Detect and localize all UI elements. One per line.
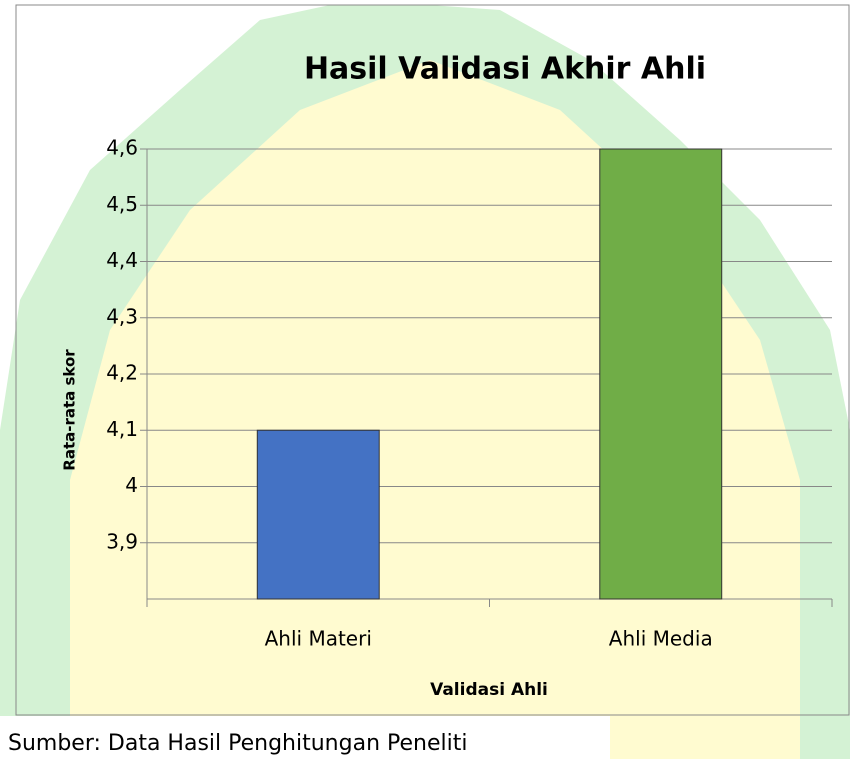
- y-tick-label: 4,6: [106, 136, 138, 160]
- bar: [257, 430, 379, 599]
- x-tick-label: Ahli Materi: [265, 627, 372, 651]
- page: Hasil Validasi Akhir Ahli Rata-rata skor…: [0, 0, 850, 759]
- y-axis-label: Rata-rata skor: [61, 349, 79, 471]
- y-tick-label: 4,3: [106, 304, 138, 328]
- chart-title: Hasil Validasi Akhir Ahli: [304, 52, 706, 87]
- y-tick-label: 4,4: [106, 248, 138, 272]
- y-tick-label: 3,9: [106, 529, 138, 553]
- y-tick-label: 4: [125, 473, 138, 497]
- bar: [600, 149, 722, 599]
- chart: Hasil Validasi Akhir Ahli Rata-rata skor…: [0, 0, 850, 759]
- y-tick-label: 4,2: [106, 361, 138, 385]
- y-tick-label: 4,5: [106, 192, 138, 216]
- caption: Sumber: Data Hasil Penghitungan Peneliti: [8, 731, 467, 756]
- y-tick-label: 4,1: [106, 417, 138, 441]
- x-axis-label: Validasi Ahli: [430, 680, 548, 700]
- x-tick-label: Ahli Media: [609, 627, 713, 651]
